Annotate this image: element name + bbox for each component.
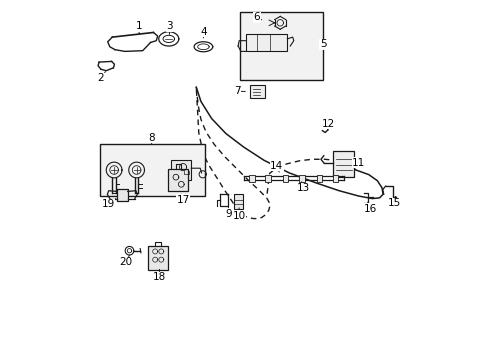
Bar bbox=[264, 175, 270, 182]
Text: 9: 9 bbox=[224, 206, 231, 219]
Text: 11: 11 bbox=[351, 158, 365, 168]
Text: 10: 10 bbox=[232, 208, 245, 221]
Bar bbox=[298, 175, 304, 182]
Bar bbox=[316, 175, 322, 182]
Bar bbox=[100, 144, 205, 196]
Bar bbox=[233, 194, 242, 208]
Text: 15: 15 bbox=[387, 198, 400, 208]
Text: 6: 6 bbox=[253, 13, 261, 22]
Bar bbox=[168, 168, 187, 191]
Bar bbox=[282, 175, 288, 182]
Text: 2: 2 bbox=[98, 72, 105, 83]
Text: 5: 5 bbox=[319, 39, 325, 49]
Bar bbox=[170, 160, 191, 180]
Text: 16: 16 bbox=[363, 202, 376, 213]
Bar bbox=[117, 189, 127, 202]
Bar bbox=[148, 246, 167, 270]
Bar bbox=[332, 175, 338, 182]
Bar bbox=[246, 34, 287, 51]
Text: 18: 18 bbox=[153, 269, 166, 282]
Text: 19: 19 bbox=[101, 199, 116, 209]
Bar bbox=[240, 12, 323, 80]
Text: 14: 14 bbox=[269, 161, 283, 172]
Text: 4: 4 bbox=[200, 27, 206, 38]
Text: 12: 12 bbox=[321, 118, 334, 129]
Text: 1: 1 bbox=[136, 21, 142, 34]
Text: 3: 3 bbox=[166, 21, 172, 34]
Text: 8: 8 bbox=[148, 133, 155, 144]
Text: 13: 13 bbox=[296, 182, 309, 193]
Bar bbox=[248, 175, 254, 182]
Text: 7: 7 bbox=[234, 86, 245, 96]
Text: 20: 20 bbox=[119, 255, 132, 267]
Bar bbox=[332, 152, 353, 177]
Bar bbox=[249, 85, 264, 98]
Text: 17: 17 bbox=[176, 194, 189, 204]
